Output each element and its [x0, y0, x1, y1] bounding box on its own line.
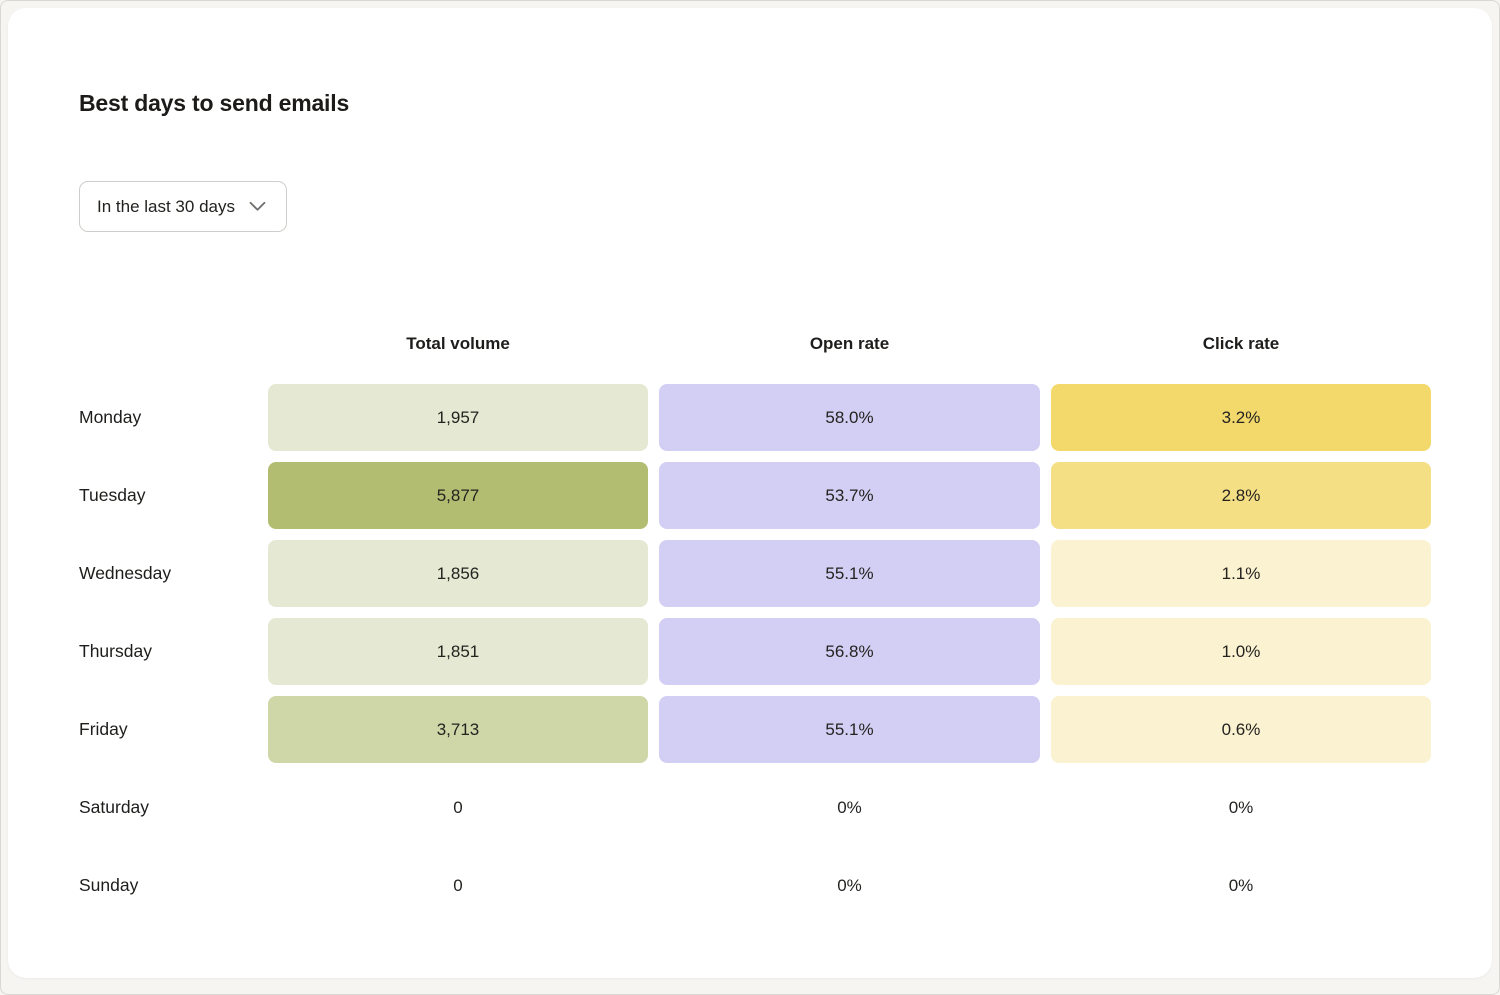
time-range-dropdown[interactable]: In the last 30 days	[79, 181, 287, 232]
day-label: Wednesday	[79, 563, 172, 583]
table-row-thursday: Thursday 1,851 56.8% 1.0%	[79, 618, 1431, 685]
click-rate-cell: 1.0%	[1051, 618, 1431, 685]
click-rate-cell: 2.8%	[1051, 462, 1431, 529]
time-range-selected-value: In the last 30 days	[97, 196, 235, 216]
click-rate-cell: 3.2%	[1051, 384, 1431, 451]
table-row-tuesday: Tuesday 5,877 53.7% 2.8%	[79, 462, 1431, 529]
open-rate-cell: 53.7%	[659, 462, 1040, 529]
column-header-total-volume: Total volume	[406, 334, 510, 353]
total-volume-cell: 3,713	[268, 696, 648, 763]
day-label: Tuesday	[79, 485, 146, 505]
open-rate-cell: 58.0%	[659, 384, 1040, 451]
open-rate-cell: 55.1%	[659, 540, 1040, 607]
table-row-sunday: Sunday 0 0% 0%	[79, 852, 1429, 919]
click-rate-cell: 1.1%	[1051, 540, 1431, 607]
click-rate-cell: 0.6%	[1051, 696, 1431, 763]
day-label: Thursday	[79, 641, 152, 661]
total-volume-cell: 0	[453, 797, 463, 817]
total-volume-cell: 1,957	[268, 384, 648, 451]
click-rate-cell: 0%	[1228, 797, 1254, 817]
chevron-down-icon	[249, 201, 266, 212]
table-header-row: Total volume Open rate Click rate	[79, 334, 1429, 354]
day-label: Monday	[79, 407, 142, 427]
day-label: Friday	[79, 719, 128, 739]
day-label: Saturday	[79, 797, 150, 817]
open-rate-cell: 0%	[837, 797, 862, 817]
page-title: Best days to send emails	[79, 90, 350, 116]
open-rate-cell: 56.8%	[659, 618, 1040, 685]
total-volume-cell: 5,877	[268, 462, 648, 529]
filter-row: In the last 30 days	[79, 181, 1429, 232]
best-days-card: Best days to send emails In the last 30 …	[8, 8, 1492, 978]
click-rate-cell: 0%	[1228, 875, 1254, 895]
total-volume-cell: 0	[453, 875, 463, 895]
day-label: Sunday	[79, 875, 139, 895]
table-row-saturday: Saturday 0 0% 0%	[79, 774, 1429, 841]
best-days-table: Total volume Open rate Click rate Monday…	[79, 334, 1431, 919]
table-row-friday: Friday 3,713 55.1% 0.6%	[79, 696, 1431, 763]
column-header-open-rate: Open rate	[809, 334, 890, 353]
open-rate-cell: 55.1%	[659, 696, 1040, 763]
table-row-wednesday: Wednesday 1,856 55.1% 1.1%	[79, 540, 1431, 607]
column-header-click-rate: Click rate	[1202, 334, 1280, 353]
table-row-monday: Monday 1,957 58.0% 3.2%	[79, 384, 1431, 451]
total-volume-cell: 1,851	[268, 618, 648, 685]
open-rate-cell: 0%	[837, 875, 862, 895]
total-volume-cell: 1,856	[268, 540, 648, 607]
